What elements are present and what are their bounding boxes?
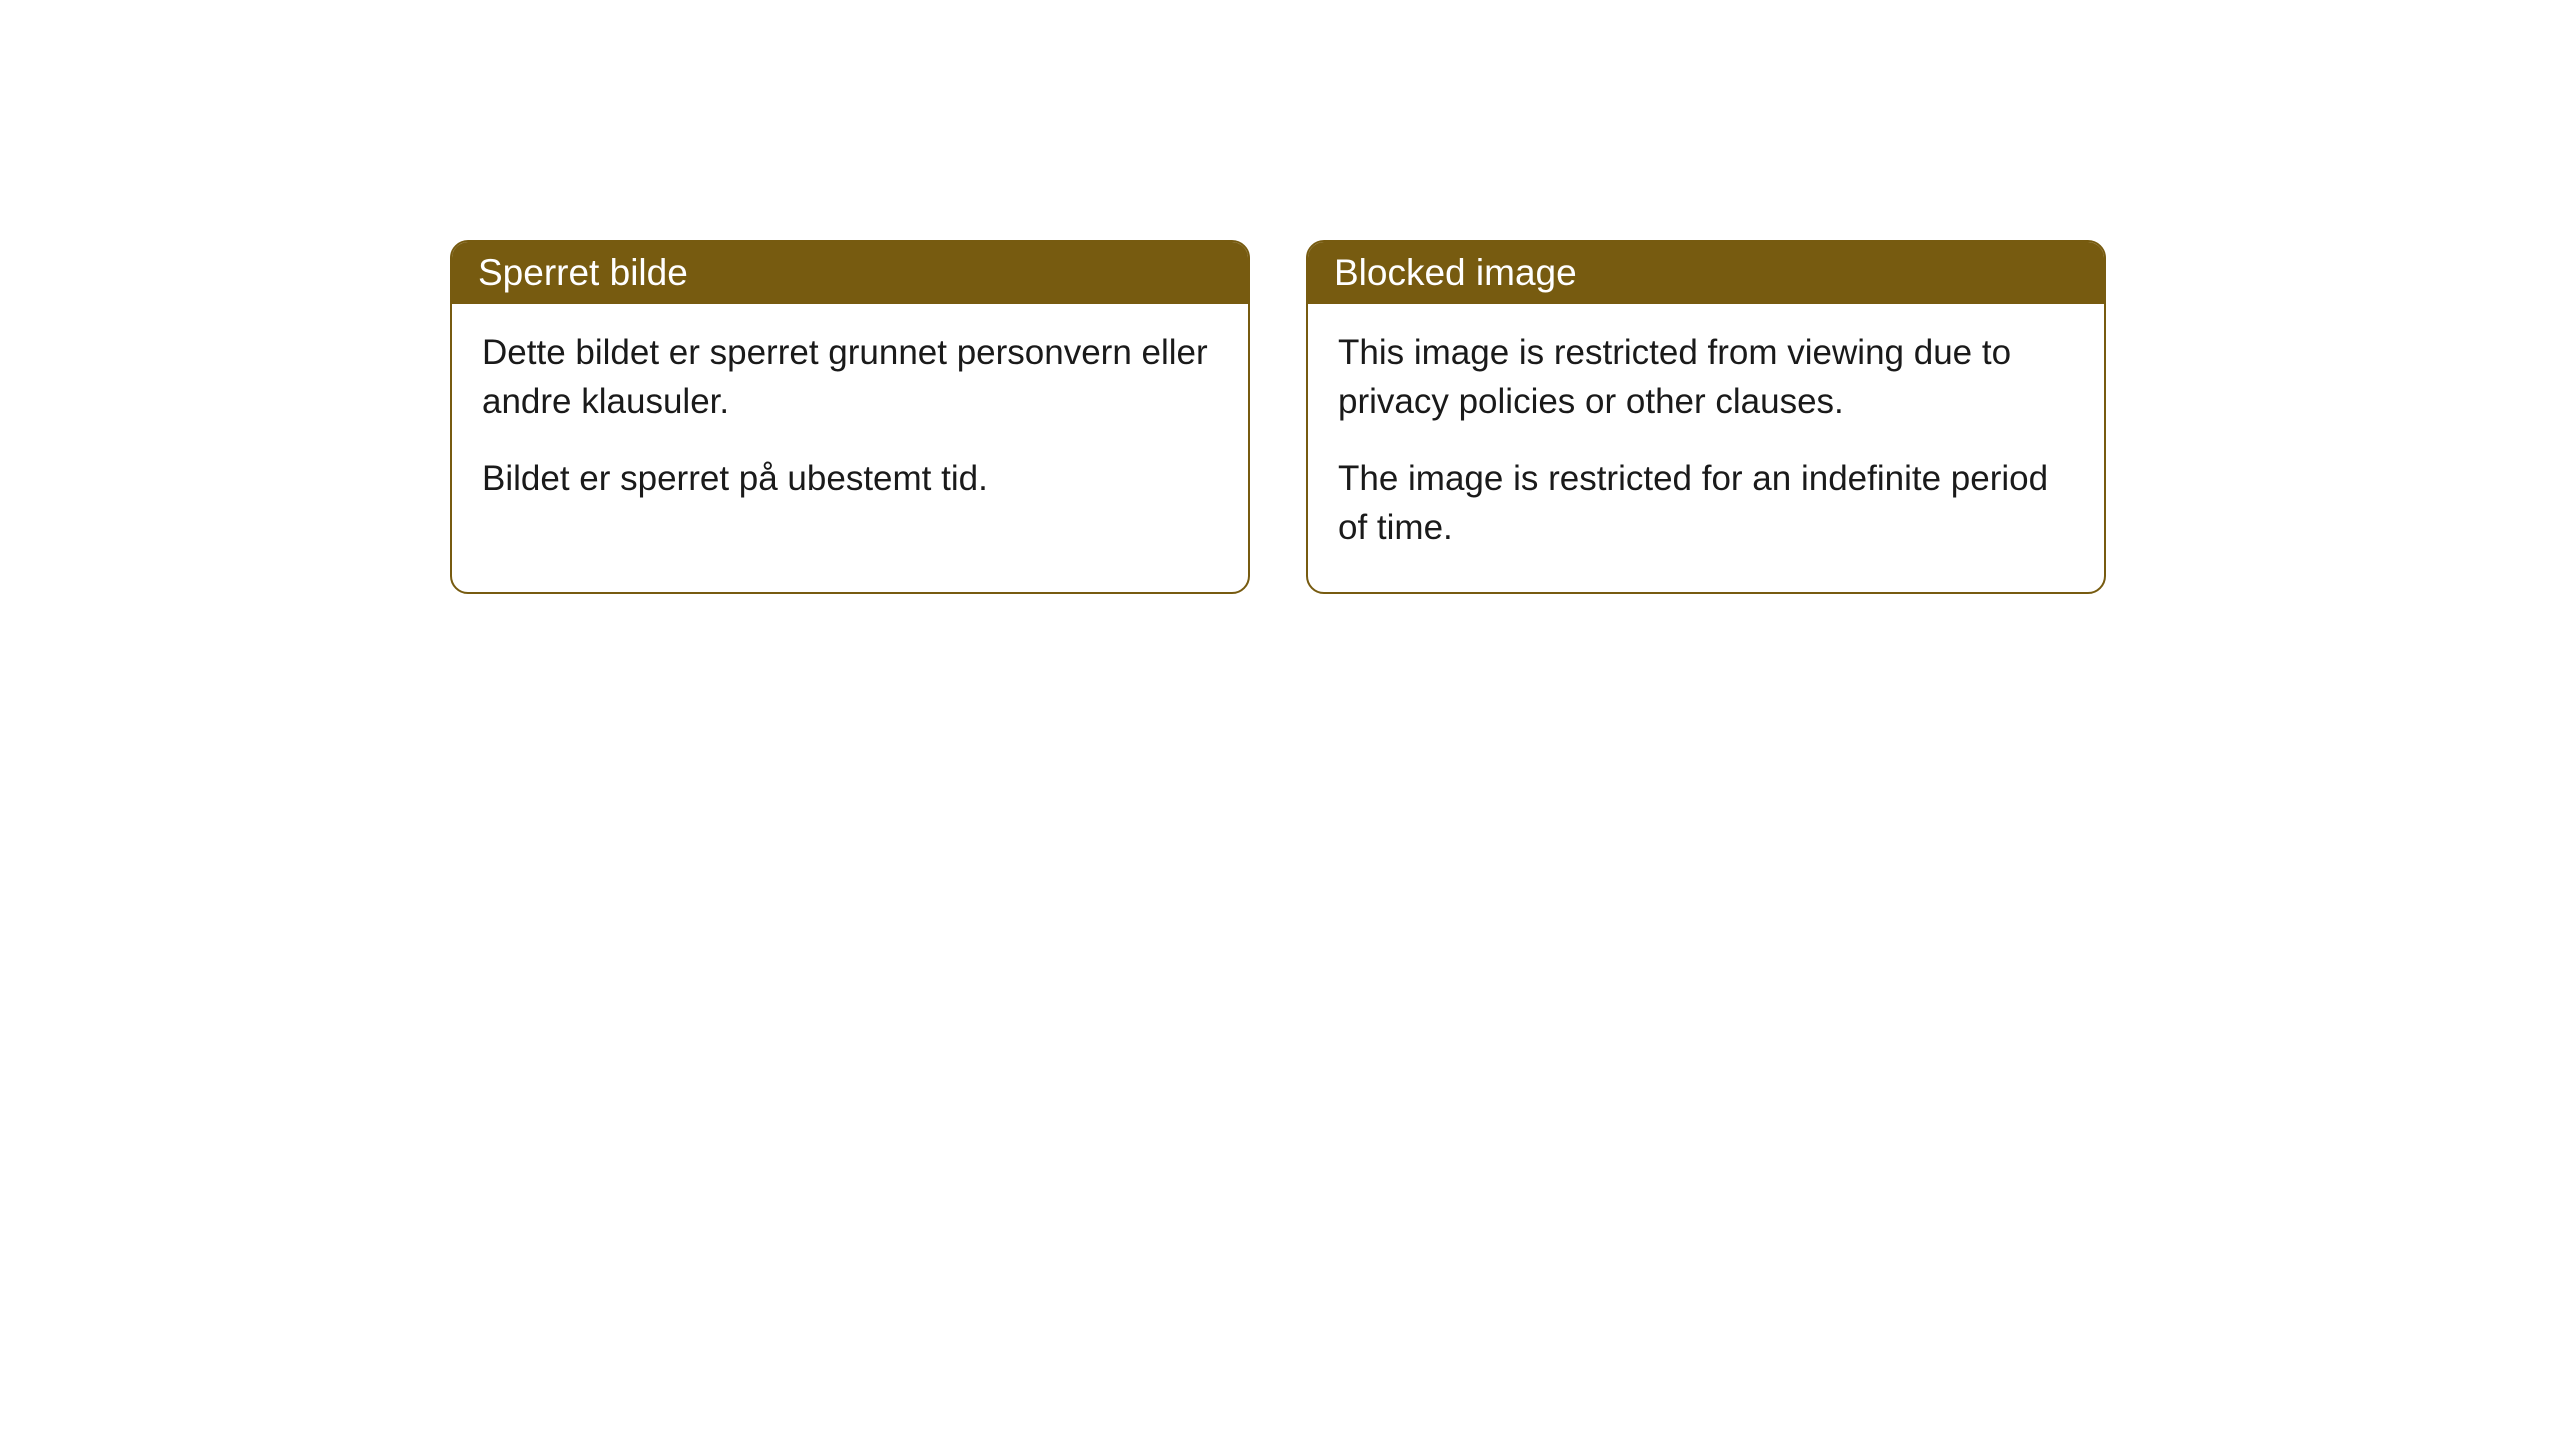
card-paragraph-1: Dette bildet er sperret grunnet personve… xyxy=(482,328,1218,426)
card-body-english: This image is restricted from viewing du… xyxy=(1308,304,2104,592)
blocked-image-card-norwegian: Sperret bilde Dette bildet er sperret gr… xyxy=(450,240,1250,594)
card-paragraph-2: The image is restricted for an indefinit… xyxy=(1338,454,2074,552)
card-title: Sperret bilde xyxy=(478,252,688,293)
card-header-norwegian: Sperret bilde xyxy=(452,242,1248,304)
card-paragraph-2: Bildet er sperret på ubestemt tid. xyxy=(482,454,1218,503)
card-body-norwegian: Dette bildet er sperret grunnet personve… xyxy=(452,304,1248,543)
blocked-image-card-english: Blocked image This image is restricted f… xyxy=(1306,240,2106,594)
card-title: Blocked image xyxy=(1334,252,1577,293)
card-paragraph-1: This image is restricted from viewing du… xyxy=(1338,328,2074,426)
notice-cards-container: Sperret bilde Dette bildet er sperret gr… xyxy=(450,240,2106,594)
card-header-english: Blocked image xyxy=(1308,242,2104,304)
